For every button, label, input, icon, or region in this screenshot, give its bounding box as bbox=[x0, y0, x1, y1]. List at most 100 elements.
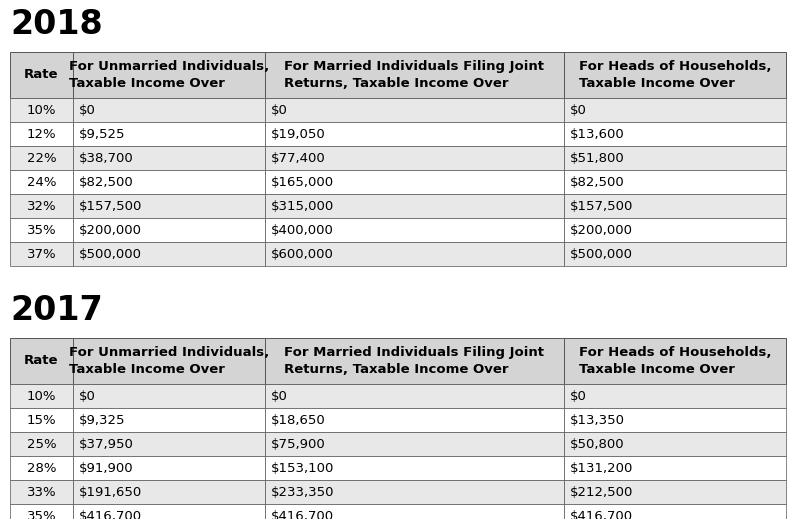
Bar bbox=[10, 194, 73, 218]
Text: $0: $0 bbox=[79, 103, 96, 116]
Text: 35%: 35% bbox=[27, 510, 57, 519]
Bar bbox=[564, 98, 786, 122]
Bar bbox=[10, 480, 73, 504]
Bar bbox=[10, 98, 73, 122]
Bar bbox=[10, 338, 73, 384]
Bar bbox=[265, 504, 564, 519]
Text: For Unmarried Individuals,
Taxable Income Over: For Unmarried Individuals, Taxable Incom… bbox=[69, 346, 269, 376]
Bar bbox=[73, 194, 265, 218]
Bar bbox=[10, 432, 73, 456]
Bar bbox=[265, 146, 564, 170]
Text: 28%: 28% bbox=[27, 461, 57, 474]
Text: $200,000: $200,000 bbox=[79, 224, 142, 237]
Bar bbox=[73, 432, 265, 456]
Text: 10%: 10% bbox=[27, 389, 57, 403]
Text: $0: $0 bbox=[79, 389, 96, 403]
Text: For Unmarried Individuals,
Taxable Income Over: For Unmarried Individuals, Taxable Incom… bbox=[69, 60, 269, 90]
Bar bbox=[265, 194, 564, 218]
Bar bbox=[265, 480, 564, 504]
Bar bbox=[73, 338, 265, 384]
Text: $500,000: $500,000 bbox=[79, 248, 142, 261]
Bar bbox=[564, 146, 786, 170]
Text: For Married Individuals Filing Joint
Returns, Taxable Income Over: For Married Individuals Filing Joint Ret… bbox=[285, 346, 544, 376]
Text: $200,000: $200,000 bbox=[570, 224, 633, 237]
Text: $82,500: $82,500 bbox=[570, 175, 625, 188]
Text: 2017: 2017 bbox=[10, 294, 103, 327]
Text: For Heads of Households,
Taxable Income Over: For Heads of Households, Taxable Income … bbox=[578, 60, 771, 90]
Bar bbox=[265, 456, 564, 480]
Bar bbox=[564, 408, 786, 432]
Bar bbox=[73, 218, 265, 242]
Bar bbox=[73, 480, 265, 504]
Text: 32%: 32% bbox=[27, 199, 57, 212]
Text: $18,650: $18,650 bbox=[271, 414, 326, 427]
Text: $77,400: $77,400 bbox=[271, 152, 326, 165]
Text: $233,350: $233,350 bbox=[271, 485, 334, 499]
Text: $82,500: $82,500 bbox=[79, 175, 133, 188]
Text: $0: $0 bbox=[271, 103, 288, 116]
Text: $131,200: $131,200 bbox=[570, 461, 633, 474]
Bar bbox=[265, 432, 564, 456]
Text: $50,800: $50,800 bbox=[570, 438, 625, 450]
Bar bbox=[564, 122, 786, 146]
Text: $315,000: $315,000 bbox=[271, 199, 334, 212]
Bar bbox=[73, 98, 265, 122]
Bar bbox=[73, 122, 265, 146]
Bar bbox=[73, 384, 265, 408]
Text: $600,000: $600,000 bbox=[271, 248, 334, 261]
Bar bbox=[265, 98, 564, 122]
Bar bbox=[10, 170, 73, 194]
Text: $500,000: $500,000 bbox=[570, 248, 633, 261]
Bar bbox=[73, 52, 265, 98]
Bar bbox=[564, 456, 786, 480]
Bar bbox=[564, 480, 786, 504]
Bar bbox=[73, 170, 265, 194]
Bar bbox=[10, 52, 73, 98]
Text: 10%: 10% bbox=[27, 103, 57, 116]
Text: 37%: 37% bbox=[27, 248, 57, 261]
Bar bbox=[564, 242, 786, 266]
Bar bbox=[564, 194, 786, 218]
Text: $13,600: $13,600 bbox=[570, 128, 625, 141]
Text: $0: $0 bbox=[570, 103, 587, 116]
Bar bbox=[73, 242, 265, 266]
Bar bbox=[564, 52, 786, 98]
Text: $13,350: $13,350 bbox=[570, 414, 625, 427]
Text: 2018: 2018 bbox=[10, 8, 103, 41]
Bar bbox=[10, 408, 73, 432]
Bar bbox=[564, 504, 786, 519]
Text: $75,900: $75,900 bbox=[271, 438, 326, 450]
Bar bbox=[10, 456, 73, 480]
Text: $157,500: $157,500 bbox=[79, 199, 142, 212]
Text: $0: $0 bbox=[271, 389, 288, 403]
Text: $212,500: $212,500 bbox=[570, 485, 633, 499]
Text: For Married Individuals Filing Joint
Returns, Taxable Income Over: For Married Individuals Filing Joint Ret… bbox=[285, 60, 544, 90]
Bar bbox=[265, 408, 564, 432]
Text: $400,000: $400,000 bbox=[271, 224, 334, 237]
Bar bbox=[564, 218, 786, 242]
Bar bbox=[10, 384, 73, 408]
Bar bbox=[564, 170, 786, 194]
Text: 33%: 33% bbox=[27, 485, 57, 499]
Bar bbox=[564, 384, 786, 408]
Bar bbox=[265, 122, 564, 146]
Text: $9,325: $9,325 bbox=[79, 414, 125, 427]
Text: $416,700: $416,700 bbox=[79, 510, 142, 519]
Bar bbox=[265, 52, 564, 98]
Text: 25%: 25% bbox=[27, 438, 57, 450]
Text: $0: $0 bbox=[570, 389, 587, 403]
Text: 22%: 22% bbox=[27, 152, 57, 165]
Text: 24%: 24% bbox=[27, 175, 57, 188]
Bar bbox=[73, 504, 265, 519]
Bar bbox=[73, 146, 265, 170]
Bar bbox=[265, 242, 564, 266]
Bar bbox=[73, 456, 265, 480]
Bar bbox=[265, 218, 564, 242]
Text: 15%: 15% bbox=[27, 414, 57, 427]
Text: $153,100: $153,100 bbox=[271, 461, 334, 474]
Text: $9,525: $9,525 bbox=[79, 128, 125, 141]
Bar bbox=[265, 170, 564, 194]
Text: $19,050: $19,050 bbox=[271, 128, 326, 141]
Text: $37,950: $37,950 bbox=[79, 438, 133, 450]
Text: $416,700: $416,700 bbox=[570, 510, 633, 519]
